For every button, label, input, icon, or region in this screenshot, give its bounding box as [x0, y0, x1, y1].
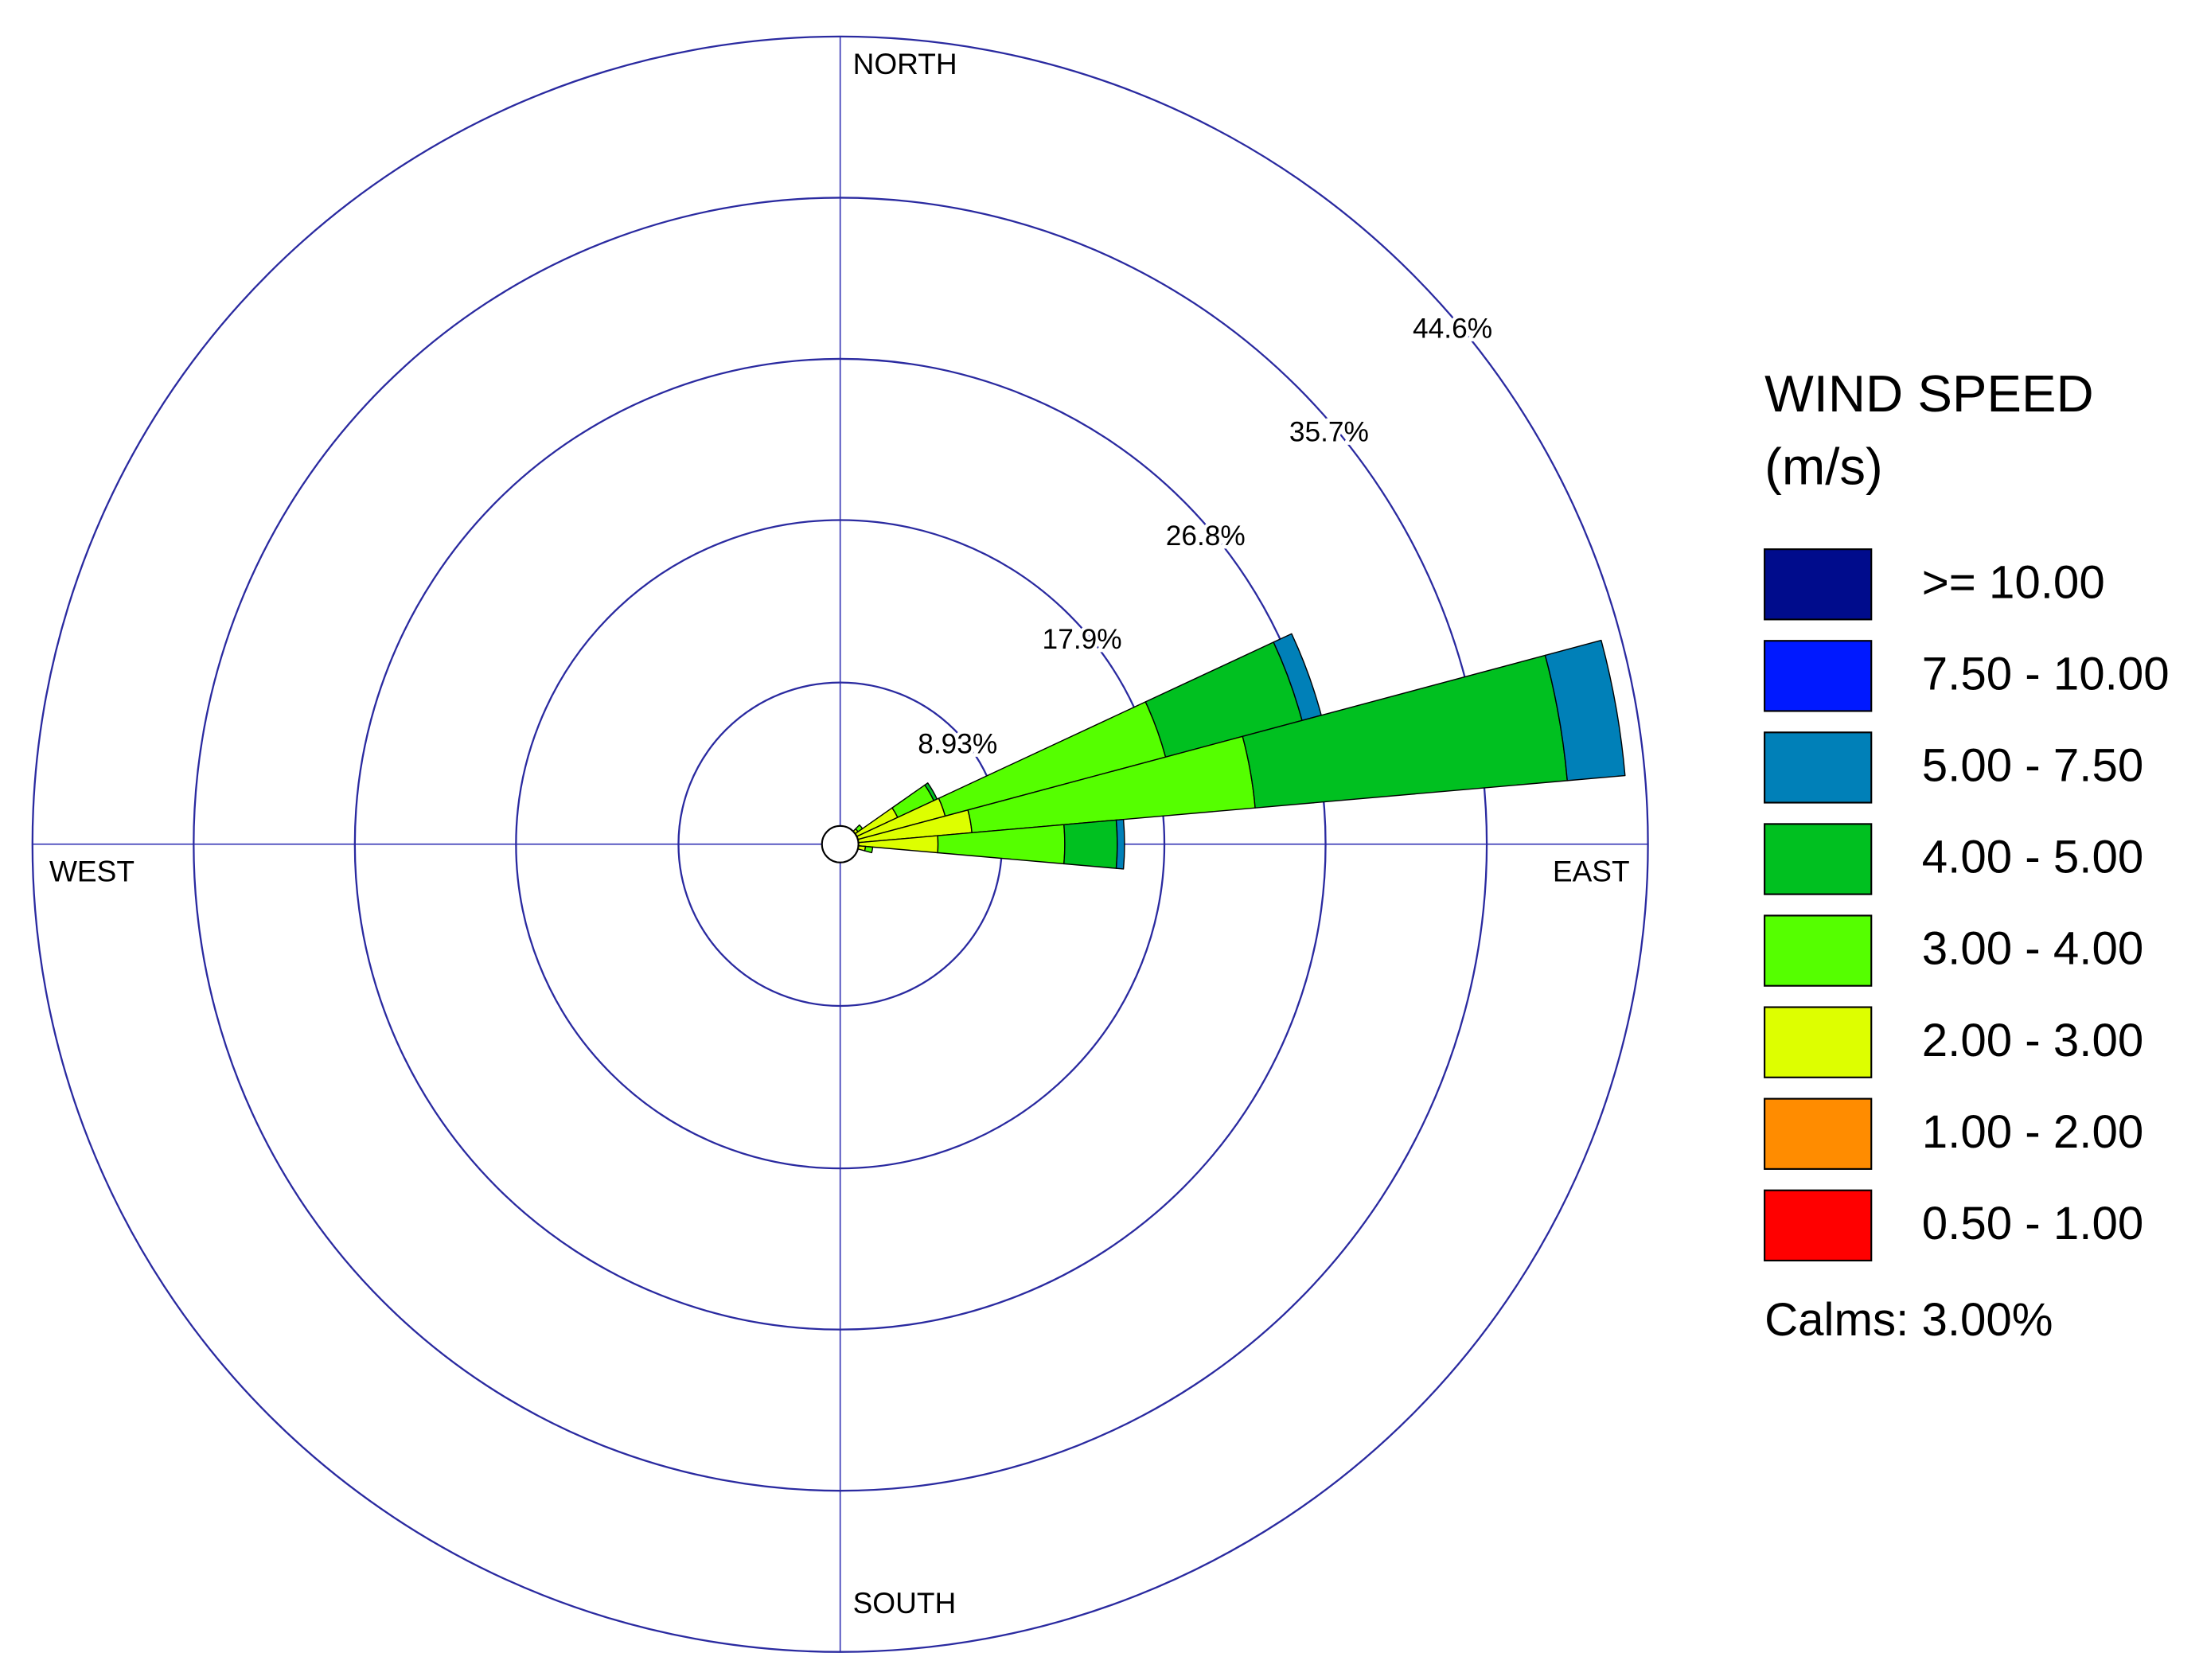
legend-label: 7.50 - 10.00: [1922, 648, 2170, 700]
legend-swatch: [1764, 731, 1873, 804]
legend-label: >= 10.00: [1922, 556, 2105, 608]
legend-swatch: [1764, 823, 1873, 895]
ring-label: 44.6%: [1413, 314, 1492, 345]
wedge-segment: [1063, 819, 1118, 869]
calm-circle: [821, 824, 860, 863]
legend-swatch: [1764, 1189, 1873, 1262]
legend-swatch: [1764, 640, 1873, 712]
legend: WIND SPEED (m/s) >= 10.00 7.50 - 10.00 5.00 …: [1764, 364, 2170, 1346]
direction-label: WEST: [49, 855, 135, 888]
ring-label: 26.8%: [1166, 520, 1246, 552]
wedges: [821, 633, 1626, 870]
legend-label: 5.00 - 7.50: [1922, 740, 2143, 792]
ring-label: 8.93%: [918, 728, 997, 759]
direction-label: SOUTH: [853, 1586, 957, 1620]
legend-title: WIND SPEED: [1764, 364, 2094, 423]
legend-label: 4.00 - 5.00: [1922, 832, 2143, 883]
calms-label: Calms: 3.00%: [1764, 1294, 2053, 1346]
legend-label: 2.00 - 3.00: [1922, 1015, 2143, 1066]
direction-label: EAST: [1553, 855, 1630, 888]
grid-ring: [353, 357, 1327, 1331]
legend-swatch: [1764, 548, 1873, 621]
wedge-segment: [864, 845, 874, 854]
legend-label: 0.50 - 1.00: [1922, 1198, 2143, 1249]
grid-ring: [193, 197, 1488, 1492]
wedge-segment: [1115, 818, 1125, 870]
grid-ring: [515, 519, 1166, 1170]
grid-ring: [31, 35, 1649, 1653]
legend-label: 3.00 - 4.00: [1922, 923, 2143, 975]
legend-swatch: [1764, 1097, 1873, 1170]
grid: [31, 35, 1649, 1653]
legend-title: (m/s): [1764, 438, 1883, 496]
legend-label: 1.00 - 2.00: [1922, 1106, 2143, 1158]
labels: 8.93% 17.9% 26.8% 35.7% 44.6% NORTH EAST SOUTH W…: [49, 47, 1630, 1620]
ring-label: 35.7%: [1289, 417, 1369, 448]
direction-label: NORTH: [853, 47, 957, 80]
legend-swatch: [1764, 1006, 1873, 1078]
wedge-segment: [1544, 639, 1626, 782]
legend-swatch: [1764, 914, 1873, 987]
ring-label: 17.9%: [1043, 624, 1122, 655]
